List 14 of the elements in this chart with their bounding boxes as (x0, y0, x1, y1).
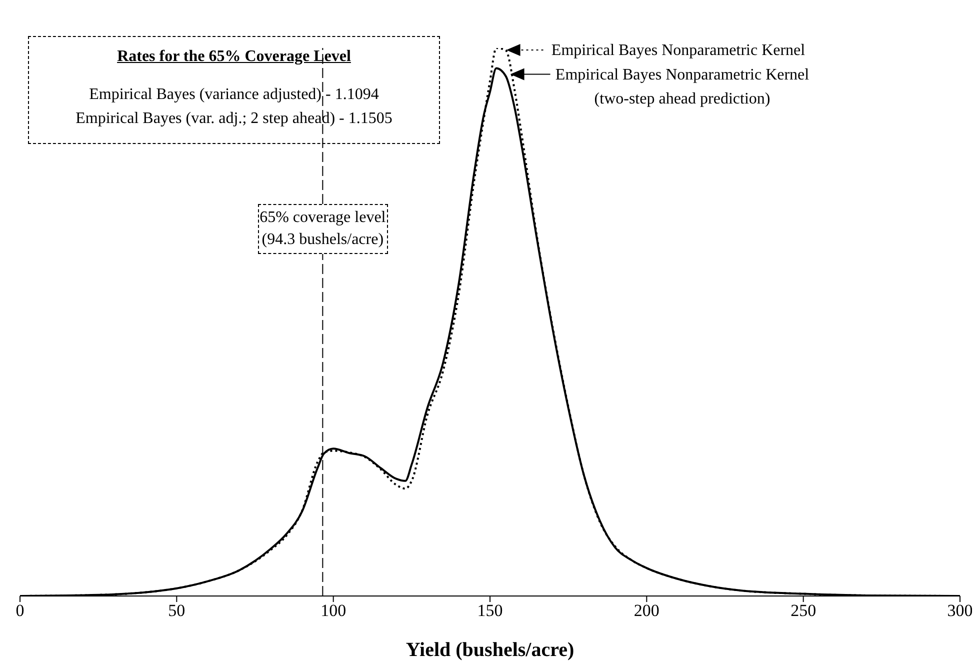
x-tick-label: 250 (790, 601, 816, 620)
x-tick-label: 100 (320, 601, 346, 620)
legend-label: Empirical Bayes Nonparametric Kernel (two-step ahead prediction) (555, 66, 810, 108)
annotation: Empirical Bayes (variance adjusted) - 1.1094 (88, 85, 380, 105)
annotation: Rates for the 65% Coverage Level (116, 47, 352, 67)
annotation: Empirical Bayes (var. adj.; 2 step ahead) - 1.1505 (74, 109, 394, 129)
x-tick-label: 150 (477, 601, 503, 620)
x-tick-label: 0 (16, 601, 24, 620)
x-tick-label: 300 (947, 601, 973, 620)
legend-label: Empirical Bayes Nonparametric Kernel (551, 42, 806, 59)
ref-line-label: 65% coverage level (94.3 bushels/acre) (258, 207, 387, 252)
x-tick-label: 200 (634, 601, 660, 620)
x-tick-label: 50 (168, 601, 186, 620)
x-axis-title: Yield (bushels/acre) (406, 639, 574, 661)
